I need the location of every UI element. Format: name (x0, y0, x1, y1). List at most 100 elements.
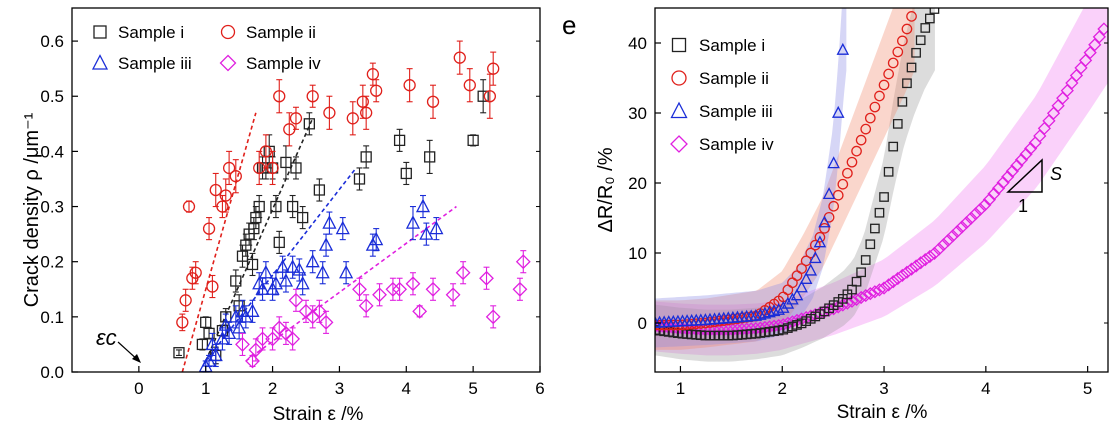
data-point (403, 79, 416, 92)
data-point (978, 198, 992, 212)
right-x-tick-label: 5 (1083, 379, 1092, 398)
right-axes: 1 2 3 4 5 0 10 20 30 40 (628, 7, 1109, 398)
data-point (936, 238, 951, 252)
data-point (393, 134, 406, 147)
data-point (292, 262, 307, 276)
data-point (886, 275, 900, 289)
data-point (842, 167, 853, 179)
data-point (923, 249, 937, 264)
data-point (892, 119, 903, 129)
data-point (485, 309, 501, 325)
legend-marker (93, 25, 107, 39)
left-y-tick-label: 0.2 (40, 253, 64, 272)
data-point (895, 268, 909, 283)
data-point (306, 90, 319, 103)
data-point (200, 316, 212, 329)
data-point (781, 296, 795, 309)
data-point (323, 106, 336, 119)
data-point (891, 271, 905, 286)
data-point (872, 283, 887, 297)
data-point (219, 189, 232, 202)
left-y-tick-label: 0.1 (40, 308, 64, 327)
data-point (918, 253, 932, 267)
fit-line (181, 112, 257, 373)
series-sample-i (655, 8, 940, 341)
data-point (278, 325, 294, 341)
data-point (356, 95, 369, 108)
left-x-tick-label: 0 (134, 379, 143, 398)
data-point (883, 68, 894, 80)
data-point (754, 307, 767, 320)
legend-label: Sample iii (118, 54, 192, 73)
data-point (479, 270, 494, 286)
right-x-tick-label: 1 (676, 379, 685, 398)
legend-marker (671, 37, 687, 53)
data-point (799, 272, 813, 284)
epsilon-c-arrowhead (132, 354, 141, 363)
data-point (205, 336, 220, 351)
data-point (202, 222, 216, 235)
data-point (904, 262, 919, 276)
legend-marker (219, 54, 237, 72)
data-point (463, 79, 476, 92)
data-point (864, 112, 876, 124)
right-y-axis-label: ΔR/R₀ /% (595, 147, 617, 232)
data-point (795, 280, 808, 293)
data-point (455, 265, 471, 281)
right-x-tick-label: 4 (981, 379, 990, 398)
data-point (425, 281, 441, 297)
data-point (897, 35, 908, 47)
data-point (870, 223, 880, 234)
legend-marker (670, 101, 688, 119)
data-point (851, 145, 862, 157)
data-point (318, 314, 334, 330)
data-point (288, 292, 304, 308)
data-point (887, 57, 899, 69)
legend-label: Sample iv (699, 135, 774, 154)
data-point (405, 276, 421, 292)
data-point (819, 222, 830, 234)
legend-label: Sample iii (699, 102, 773, 121)
data-point (865, 239, 876, 250)
data-point (289, 112, 303, 125)
right-y-tick-label: 20 (628, 174, 647, 193)
data-point (346, 112, 359, 125)
epsilon-c-label: εc (96, 325, 117, 350)
data-point (400, 167, 412, 180)
data-point (987, 187, 1001, 201)
series-sample-ii (176, 40, 500, 332)
data-point (900, 265, 914, 279)
slope-label: S (1050, 164, 1062, 184)
data-point (906, 11, 917, 22)
data-point (950, 224, 964, 239)
data-point (902, 78, 912, 89)
data-point (230, 275, 242, 287)
data-point (996, 175, 1010, 190)
data-point (1083, 46, 1097, 60)
data-point (920, 23, 931, 33)
data-point (369, 231, 384, 246)
data-point (914, 256, 928, 270)
data-point (883, 166, 894, 177)
crack-density-panel: 0 1 2 3 4 5 60.00.10.20.30.40.50.6 Sample i Sam… (21, 7, 545, 425)
data-point (318, 237, 334, 251)
data-point (901, 23, 913, 35)
data-point (855, 134, 867, 146)
data-point (246, 258, 259, 271)
data-point (297, 211, 309, 224)
data-point (483, 90, 497, 103)
data-point (832, 189, 844, 201)
data-point (874, 207, 885, 218)
fit-line (204, 117, 314, 362)
data-point (831, 105, 845, 118)
right-y-tick-label: 40 (628, 34, 647, 53)
data-point (245, 353, 260, 369)
data-point (176, 316, 189, 329)
data-point (869, 101, 881, 113)
left-frame (71, 7, 541, 373)
data-point (209, 183, 222, 197)
data-point (758, 306, 772, 319)
data-point (941, 233, 955, 247)
data-point (372, 287, 387, 303)
